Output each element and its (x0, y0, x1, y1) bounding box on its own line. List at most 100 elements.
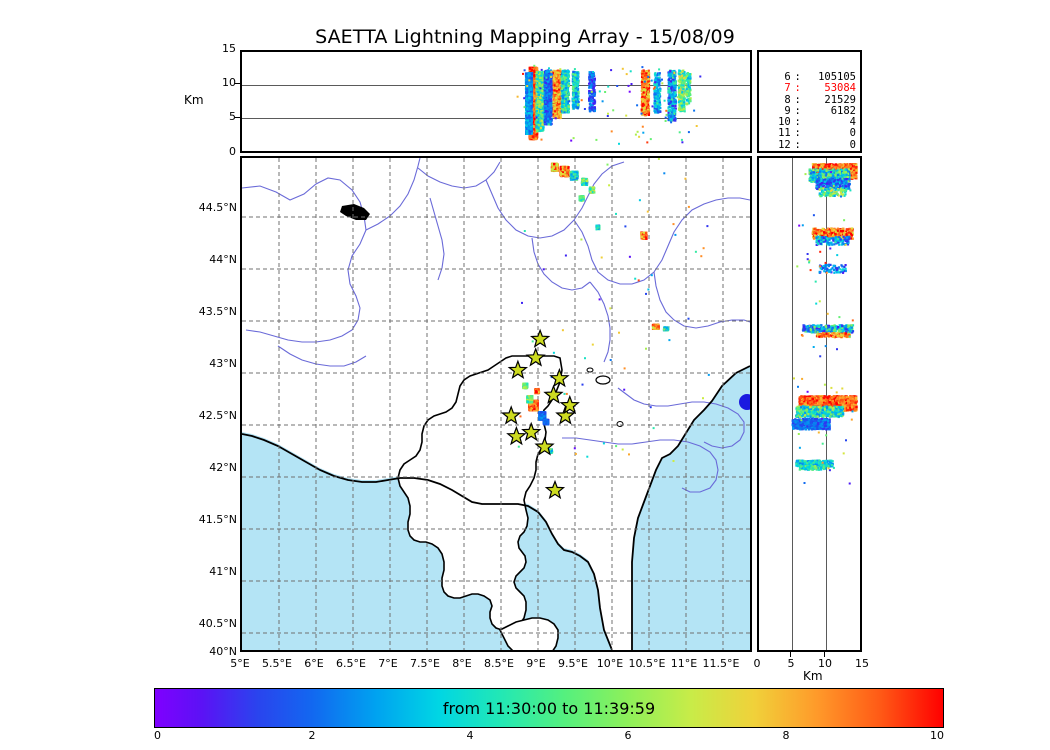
scatter-point (525, 104, 528, 107)
scatter-point (525, 88, 529, 91)
scatter-point (541, 126, 545, 129)
scatter-point (541, 73, 544, 76)
scatter-point (550, 80, 553, 83)
scatter-point (533, 67, 537, 70)
scatter-point (548, 96, 551, 99)
scatter-point (528, 106, 531, 109)
scatter-point (550, 85, 553, 89)
scatter-point (529, 73, 532, 76)
scatter-point (533, 118, 536, 121)
scatter-point (546, 85, 550, 88)
scatter-point (541, 76, 544, 79)
scatter-point (557, 115, 560, 118)
scatter-point (534, 70, 537, 73)
scatter-point (530, 77, 533, 80)
scatter-point (549, 102, 552, 105)
scatter-point (527, 93, 531, 96)
top-scatter-svg (516, 64, 702, 145)
scatter-point (537, 113, 540, 117)
scatter-point (537, 124, 541, 127)
scatter-point (529, 112, 532, 115)
scatter-point (550, 111, 553, 114)
scatter-point (540, 74, 543, 77)
scatter-point (546, 100, 549, 103)
scatter-point (541, 99, 544, 102)
scatter-point (526, 78, 530, 81)
scatter-point (528, 96, 531, 99)
scatter-point (525, 91, 528, 94)
scatter-point (545, 84, 548, 87)
scatter-point (526, 105, 530, 109)
scatter-point (532, 95, 536, 98)
scatter-point (540, 79, 543, 82)
scatter-point (552, 103, 555, 106)
scatter-point (545, 96, 548, 100)
scatter-point (540, 82, 543, 86)
scatter-point (544, 106, 547, 109)
scatter-point (539, 109, 542, 112)
scatter-point (550, 78, 553, 81)
scatter-point (531, 66, 534, 70)
scatter-point (530, 116, 533, 119)
scatter-point (525, 129, 529, 133)
scatter-point (542, 94, 545, 97)
scatter-point (547, 78, 550, 81)
scatter-point (538, 73, 541, 76)
scatter-point (532, 107, 535, 110)
scatter-point (547, 70, 550, 73)
scatter-point (543, 96, 546, 99)
scatter-point (530, 101, 533, 104)
scatter-point (530, 94, 533, 98)
scatter-point (535, 83, 538, 87)
scatter-point (535, 75, 538, 79)
scatter-point (534, 82, 537, 85)
scatter-point (542, 87, 545, 90)
scatter-point (530, 119, 533, 122)
scatter-point (525, 116, 528, 120)
scatter-point (535, 133, 539, 136)
scatter-point (531, 114, 535, 117)
scatter-point (529, 102, 533, 105)
scatter-point (540, 123, 543, 126)
scatter-point (543, 85, 547, 88)
scatter-point (549, 109, 552, 112)
scatter-point (535, 71, 538, 74)
scatter-point (546, 80, 549, 83)
scatter-point (536, 92, 539, 95)
scatter-point (536, 91, 540, 94)
scatter-point (549, 113, 552, 116)
scatter-point (548, 101, 551, 104)
scatter-point (541, 90, 544, 93)
scatter-point (550, 71, 554, 75)
scatter-point (538, 98, 541, 101)
scatter-point (548, 77, 551, 80)
scatter-point (543, 89, 546, 92)
scatter-point (549, 104, 552, 107)
scatter-point (532, 89, 535, 92)
scatter-point (528, 90, 531, 93)
scatter-point (527, 107, 531, 110)
scatter-point (530, 112, 533, 115)
scatter-point (546, 79, 549, 82)
scatter-point (537, 75, 540, 78)
scatter-point (531, 135, 535, 138)
scatter-point (546, 77, 549, 80)
scatter-point (529, 114, 533, 117)
scatter-point (537, 96, 540, 100)
scatter-point (530, 68, 533, 71)
scatter-point (557, 103, 561, 106)
scatter-point (540, 115, 543, 118)
scatter-point (549, 94, 552, 97)
scatter-point (530, 80, 533, 84)
scatter-point (548, 92, 551, 95)
scatter-point (550, 82, 553, 85)
scatter-point (528, 114, 531, 117)
scatter-point (541, 79, 544, 82)
scatter-point (527, 117, 530, 120)
scatter-point (535, 80, 538, 83)
top-panel-scatter (242, 52, 750, 151)
scatter-point (528, 67, 532, 70)
scatter-point (535, 79, 538, 82)
scatter-point (528, 77, 531, 80)
scatter-point (539, 72, 542, 75)
